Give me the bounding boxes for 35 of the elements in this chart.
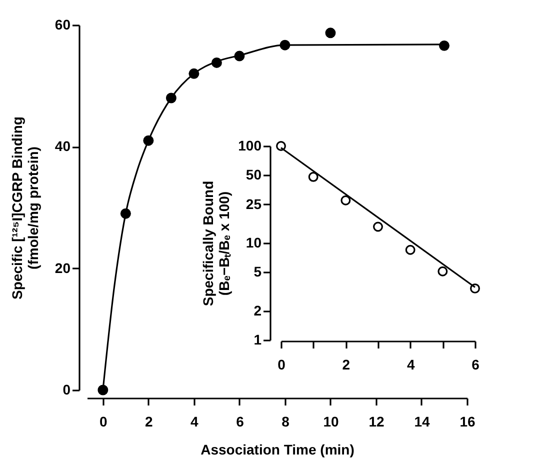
y-tick-label: 25 — [246, 196, 262, 212]
y-axis-title: Specific [¹²⁵I]CGRP Binding (fmole/mg protein) — [8, 116, 41, 300]
point — [276, 141, 286, 151]
x-tick-label: 8 — [282, 414, 290, 430]
x-tick-label: 6 — [472, 356, 480, 372]
y-tick-label: 1 — [254, 332, 262, 348]
point — [340, 195, 351, 206]
x-tick-label: 14 — [414, 414, 430, 430]
x-axis-title: Association Time (min) — [200, 442, 354, 458]
y-tick-label: 50 — [246, 166, 262, 183]
y-tick-label: 100 — [238, 138, 262, 154]
x-tick-label: 4 — [406, 356, 415, 372]
x-tick-label: 0 — [278, 356, 286, 372]
point — [373, 222, 383, 232]
y-tick-label: 20 — [54, 260, 71, 276]
y-tick-label: 5 — [254, 264, 262, 280]
point — [470, 283, 480, 294]
x-tick-label: 16 — [460, 414, 476, 430]
y-tick-label: 60 — [54, 16, 71, 32]
x-tick-label: 6 — [236, 414, 244, 430]
point — [438, 266, 448, 276]
x-tick-label: 12 — [368, 414, 384, 430]
y-tick-label: 0 — [62, 382, 71, 398]
x-tick-label: 4 — [190, 414, 199, 430]
y-tick-label: 40 — [54, 138, 71, 154]
y-tick-label: 10 — [246, 234, 262, 250]
y-tick-label: 2 — [254, 302, 262, 318]
x-tick-label: 0 — [100, 414, 108, 430]
point — [405, 244, 416, 255]
x-tick-label: 2 — [342, 356, 350, 372]
x-tick-label: 10 — [323, 414, 339, 430]
point — [325, 28, 336, 38]
x-tick-label: 2 — [145, 414, 154, 430]
y-axis-title: Specifically Bound (Bₑ−Bₜ/Bₑ x 100) — [200, 180, 232, 306]
point — [308, 172, 318, 182]
